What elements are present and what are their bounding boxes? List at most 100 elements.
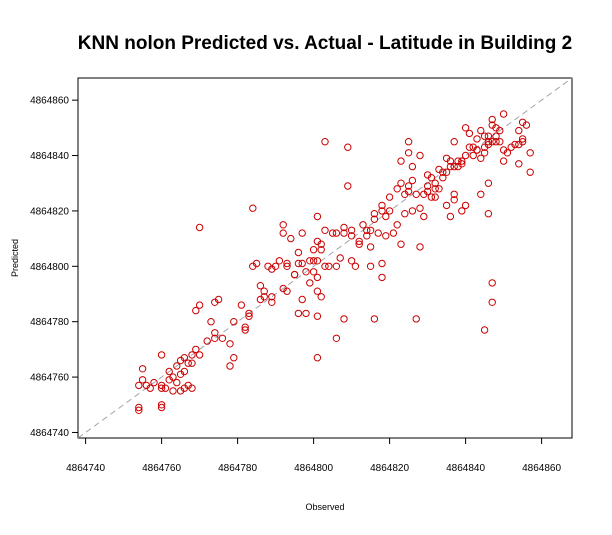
data-point bbox=[249, 204, 257, 212]
data-point bbox=[450, 138, 458, 146]
y-tick-label: 4864740 bbox=[30, 428, 69, 439]
data-point bbox=[309, 268, 318, 276]
data-point bbox=[351, 262, 360, 270]
data-point bbox=[317, 293, 325, 301]
data-point bbox=[393, 221, 401, 229]
data-point bbox=[165, 367, 173, 376]
data-point bbox=[332, 334, 341, 342]
data-point bbox=[366, 226, 375, 235]
data-point bbox=[332, 229, 341, 237]
data-point bbox=[256, 282, 265, 290]
data-point bbox=[230, 318, 238, 326]
data-point bbox=[294, 248, 303, 257]
data-point bbox=[473, 135, 481, 143]
data-point bbox=[260, 287, 268, 295]
data-point bbox=[306, 279, 314, 287]
data-point bbox=[446, 212, 455, 221]
data-point bbox=[332, 262, 341, 270]
data-point bbox=[138, 365, 147, 373]
data-point bbox=[492, 132, 500, 140]
data-point bbox=[161, 384, 170, 392]
data-point bbox=[321, 262, 329, 270]
data-point bbox=[214, 295, 223, 304]
data-point bbox=[195, 351, 204, 359]
data-point bbox=[268, 298, 276, 306]
data-point bbox=[370, 315, 379, 323]
data-point bbox=[511, 140, 519, 149]
y-axis-label: Predicted bbox=[10, 239, 20, 277]
data-point bbox=[408, 207, 417, 215]
data-point bbox=[157, 401, 166, 409]
data-point bbox=[321, 138, 329, 146]
data-point bbox=[404, 138, 413, 146]
data-point bbox=[135, 403, 143, 412]
data-point bbox=[180, 354, 189, 362]
data-point bbox=[283, 262, 291, 270]
data-point bbox=[458, 157, 466, 165]
data-point bbox=[290, 270, 299, 279]
data-point bbox=[416, 151, 424, 160]
data-point bbox=[431, 185, 439, 193]
data-point bbox=[477, 126, 485, 135]
data-point bbox=[188, 384, 196, 392]
data-point bbox=[325, 262, 333, 270]
data-point bbox=[484, 210, 493, 218]
data-point bbox=[287, 234, 295, 243]
data-point bbox=[321, 226, 329, 235]
data-point bbox=[427, 193, 436, 201]
data-point bbox=[446, 162, 455, 171]
y-tick-label: 4864760 bbox=[30, 373, 69, 384]
data-point bbox=[378, 201, 386, 210]
data-point bbox=[359, 221, 367, 229]
data-point bbox=[435, 185, 443, 193]
x-axis-label: Observed bbox=[305, 502, 344, 512]
data-point bbox=[480, 132, 489, 140]
data-point bbox=[484, 138, 493, 146]
x-tick-label: 4864740 bbox=[66, 463, 105, 474]
data-point bbox=[518, 138, 527, 146]
data-point bbox=[480, 149, 489, 157]
data-point bbox=[515, 126, 523, 135]
data-point bbox=[416, 243, 424, 251]
data-point bbox=[355, 237, 363, 246]
data-point bbox=[450, 196, 458, 204]
data-point bbox=[157, 403, 166, 412]
data-point bbox=[484, 179, 493, 187]
data-point bbox=[477, 190, 485, 199]
data-point bbox=[363, 232, 371, 240]
data-point bbox=[313, 273, 322, 282]
data-point bbox=[499, 157, 508, 165]
data-point bbox=[192, 306, 200, 315]
data-point bbox=[442, 168, 451, 176]
data-point bbox=[344, 143, 352, 151]
data-point bbox=[309, 246, 318, 254]
data-point bbox=[522, 121, 531, 129]
data-point bbox=[366, 243, 375, 251]
data-point bbox=[488, 115, 496, 124]
data-point bbox=[492, 138, 500, 146]
data-point bbox=[279, 221, 287, 229]
x-tick-label: 4864820 bbox=[370, 463, 409, 474]
data-point bbox=[195, 223, 204, 232]
data-point bbox=[347, 232, 356, 240]
data-point bbox=[241, 323, 249, 331]
data-point bbox=[313, 257, 322, 265]
data-point bbox=[317, 240, 325, 248]
data-point bbox=[169, 373, 177, 381]
data-point bbox=[526, 149, 534, 157]
data-point bbox=[173, 362, 181, 370]
data-point bbox=[458, 160, 466, 168]
data-point bbox=[298, 295, 306, 304]
data-point bbox=[283, 259, 291, 268]
data-point bbox=[408, 176, 417, 185]
data-point bbox=[313, 212, 322, 221]
data-point bbox=[275, 257, 284, 265]
data-point bbox=[477, 154, 485, 163]
data-point bbox=[347, 226, 356, 235]
x-tick-label: 4864800 bbox=[294, 463, 333, 474]
data-point bbox=[237, 301, 246, 309]
data-point bbox=[374, 229, 382, 237]
data-point bbox=[450, 190, 458, 199]
data-point bbox=[439, 168, 447, 176]
data-point bbox=[309, 257, 318, 265]
